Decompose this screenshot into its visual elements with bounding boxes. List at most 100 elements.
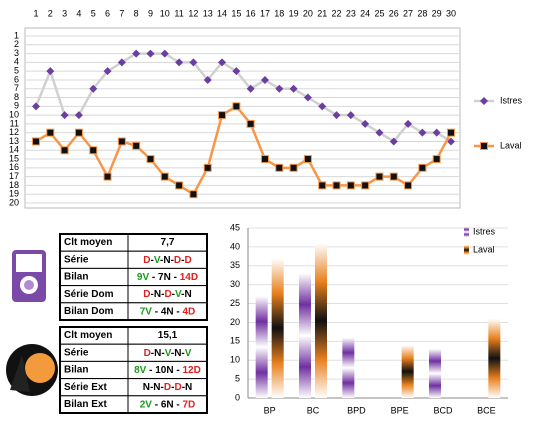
point (32, 102, 40, 111)
x-tick-label: 17 (260, 8, 270, 18)
point (260, 75, 269, 84)
y-tick-label: 19 (9, 189, 19, 199)
x-tick-label: 18 (274, 8, 284, 18)
y-tick-label: 10 (9, 109, 19, 119)
point (375, 128, 384, 137)
legend-label: Istres (473, 226, 496, 236)
point (189, 58, 198, 67)
y-tick-label: 3 (14, 48, 19, 58)
y-tick-label: 45 (230, 222, 240, 232)
bar (401, 345, 414, 398)
legend-marker (480, 142, 488, 150)
row-label: Clt moyen (64, 237, 112, 248)
x-tick-label: 7 (119, 8, 124, 18)
row-value: D-N-D-V-N (143, 289, 191, 300)
point (404, 181, 413, 190)
point (74, 128, 83, 137)
point (146, 49, 155, 58)
y-tick-label: 5 (235, 373, 240, 383)
y-tick-label: 1 (14, 30, 19, 40)
point (175, 58, 184, 67)
point (418, 163, 427, 172)
point (132, 49, 141, 58)
point (332, 111, 341, 120)
x-tick-label: BCD (433, 405, 453, 415)
point (275, 84, 284, 93)
point (332, 181, 341, 190)
point (60, 146, 69, 155)
bar-chart: 0 5 10 15 20 25 30 35 40 45 BP BC BPD BPE BCD BCE Istres… (230, 222, 508, 415)
y-tick-label: 2 (14, 39, 19, 49)
point (318, 102, 327, 111)
point (303, 93, 312, 102)
y-tick-label: 17 (9, 171, 19, 181)
x-tick-label: 3 (62, 8, 67, 18)
point (361, 119, 370, 128)
y-tick-label: 25 (230, 298, 240, 308)
x-tick-label: 28 (417, 8, 427, 18)
x-tick-label: 30 (446, 8, 456, 18)
x-tick-label: 8 (134, 8, 139, 18)
x-tick-label: 21 (317, 8, 327, 18)
y-tick-label: 12 (9, 127, 19, 137)
x-tick-label: BPD (347, 405, 366, 415)
point (447, 128, 455, 137)
bar (299, 273, 311, 398)
point (74, 111, 83, 120)
y-tick-label: 4 (14, 57, 19, 67)
y-tick-label: 0 (235, 392, 240, 402)
row-label: Série Ext (64, 382, 107, 393)
point (346, 181, 355, 190)
point (303, 155, 312, 164)
row-value: 7V - 4N - 4D (140, 306, 196, 317)
row-value: 2V - 6N - 7D (140, 399, 196, 410)
legend-label: Laval (473, 244, 495, 254)
plot-frame (24, 27, 461, 209)
istres-logo (12, 250, 46, 302)
bar (255, 296, 268, 398)
bar (429, 348, 441, 398)
row-label: Série (64, 347, 89, 358)
point (432, 155, 441, 164)
point (318, 181, 327, 190)
point (232, 102, 241, 111)
x-tick-label: 16 (246, 8, 256, 18)
y-tick-label: 10 (230, 355, 240, 365)
point (389, 172, 398, 181)
point (246, 119, 255, 128)
y-tick-label: 5 (14, 66, 19, 76)
x-tick-label: 26 (389, 8, 399, 18)
point (275, 163, 284, 172)
point (146, 155, 155, 164)
table-border (59, 233, 208, 321)
x-tick-label: 24 (360, 8, 370, 18)
table-border (59, 326, 208, 414)
x-tick-label: 11 (174, 8, 183, 18)
y-tick-label: 15 (9, 153, 19, 163)
row-label: Clt moyen (64, 330, 112, 341)
point (404, 119, 413, 128)
point (46, 67, 55, 76)
legend-swatch (464, 245, 469, 255)
x-tick-label: 20 (303, 8, 313, 18)
point (260, 155, 269, 164)
point (361, 181, 370, 190)
bar (271, 258, 284, 398)
point (117, 137, 126, 146)
tables: Clt moyen 7,7 Série D-V-N-D-D Bilan 9V - 7N -… (59, 233, 208, 414)
row-label: Série (64, 254, 89, 265)
row-value: 15,1 (158, 330, 178, 341)
point (218, 111, 227, 120)
point (246, 84, 255, 93)
x-tick-label: 14 (217, 8, 227, 18)
point (189, 190, 198, 199)
x-tick-label: BPE (391, 405, 409, 415)
x-tick-label: 6 (105, 8, 110, 18)
y-tick-label: 16 (9, 162, 19, 172)
y-tick-label: 9 (14, 101, 19, 111)
point (175, 181, 184, 190)
y-tick-label: 35 (230, 260, 240, 270)
point (46, 128, 55, 137)
x-tick-label: 27 (403, 8, 413, 18)
point (289, 163, 298, 172)
